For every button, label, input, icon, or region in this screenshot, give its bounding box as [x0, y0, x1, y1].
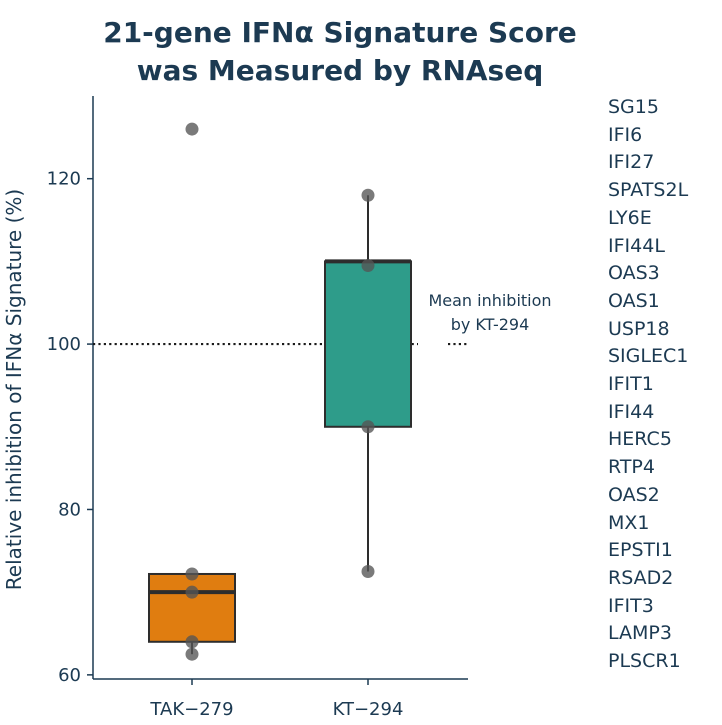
box-kt-294 [324, 260, 412, 428]
data-point [185, 122, 199, 136]
data-point [185, 647, 199, 661]
gene-list-item: IFI44L [608, 234, 665, 257]
data-point [185, 585, 199, 599]
gene-list-item: RTP4 [608, 456, 655, 479]
y-axis-label: Relative inhibition of IFNα Signature (%… [2, 189, 26, 590]
gene-list-item: OAS2 [608, 483, 660, 506]
gene-list-item: IFIT3 [608, 594, 654, 617]
x-tick-label: TAK−279 [149, 699, 233, 720]
y-tick-label: 60 [58, 665, 81, 686]
y-tick-label: 80 [58, 499, 81, 520]
gene-list: SG15 IFI6 IFI27 SPATS2L LY6E IFI44L OAS3 OAS1 US… [608, 94, 688, 676]
gene-list-item: LY6E [608, 206, 652, 229]
data-point [361, 259, 375, 273]
chart-title: 21-gene IFNα Signature Score was Measure… [60, 14, 620, 90]
data-point [361, 420, 375, 434]
box-tak-279 [148, 572, 236, 643]
gene-list-item: SIGLEC1 [608, 345, 689, 368]
gene-list-item: IFI6 [608, 123, 643, 146]
gene-list-item: HERC5 [608, 428, 672, 451]
annotation-line-2: by KT-294 [451, 315, 530, 334]
gene-list-item: EPSTI1 [608, 539, 673, 562]
data-point [185, 635, 199, 649]
data-point [361, 564, 375, 578]
gene-list-item: IFI27 [608, 151, 655, 174]
gene-list-item: RSAD2 [608, 566, 674, 589]
gene-list-item: MX1 [608, 511, 650, 534]
y-tick-label: 100 [47, 334, 81, 355]
gene-list-item: LAMP3 [608, 622, 672, 645]
chart-title-line-2: was Measured by RNAseq [136, 54, 544, 87]
gene-list-item: SPATS2L [608, 179, 689, 202]
gene-list-item: SG15 [608, 96, 659, 118]
gene-list-item: OAS1 [608, 289, 660, 312]
gene-list-item: IFIT1 [608, 373, 654, 396]
data-point [185, 567, 199, 581]
chart-title-line-1: 21-gene IFNα Signature Score [103, 16, 577, 49]
annotation-line-1: Mean inhibition [428, 291, 551, 310]
gene-list-item: OAS3 [608, 262, 660, 285]
gene-list-item: PLSCR1 [608, 650, 681, 673]
data-point [361, 188, 375, 202]
y-tick-label: 120 [47, 169, 81, 190]
x-tick-label: KT−294 [333, 699, 404, 720]
gene-list-item: IFI44 [608, 400, 655, 423]
gene-list-item: USP18 [608, 317, 670, 340]
